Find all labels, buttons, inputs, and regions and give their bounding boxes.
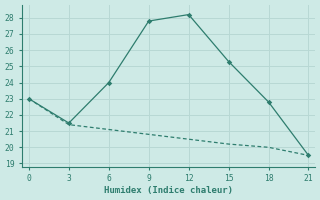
X-axis label: Humidex (Indice chaleur): Humidex (Indice chaleur) <box>104 186 233 195</box>
